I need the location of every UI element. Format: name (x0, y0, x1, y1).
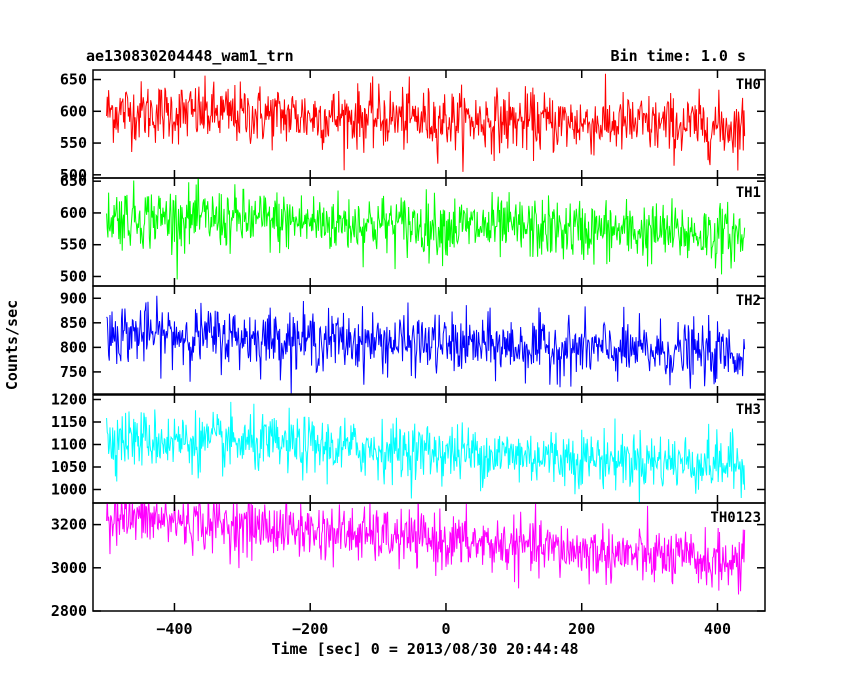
y-tick-label: 3000 (51, 559, 87, 577)
y-tick-label: 800 (60, 338, 87, 356)
y-tick-label: 1100 (51, 436, 87, 454)
x-axis-label: Time [sec] 0 = 2013/08/30 20:44:48 (271, 640, 578, 658)
chart-title: ae130830204448_wam1_trn (86, 47, 294, 65)
y-tick-label: 850 (60, 314, 87, 332)
y-tick-label: 650 (60, 71, 87, 89)
x-tick-label: 400 (704, 620, 731, 638)
panel-th2: 750 800 850 900 TH2 (60, 285, 766, 395)
x-tick-label: −200 (292, 620, 328, 638)
x-axis: −400 −200 0 200 400 (156, 620, 731, 638)
series-line-th1 (106, 178, 746, 280)
panel-th0123: 2800 3000 3200 TH0123 (51, 502, 766, 620)
y-tick-label: 1200 (51, 391, 87, 409)
y-tick-label: 900 (60, 289, 87, 307)
series-line-th0 (106, 73, 746, 172)
panel-th1: 500 550 600 650 TH1 (60, 172, 766, 287)
y-tick-label: 1150 (51, 413, 87, 431)
panel-frame (92, 285, 766, 395)
y-tick-label: 550 (60, 134, 87, 152)
y-tick-label: 600 (60, 204, 87, 222)
y-tick-label: 550 (60, 236, 87, 254)
panel-th3: 1000 1050 1100 1150 1200 TH3 (51, 391, 766, 504)
series-line-th2 (106, 295, 746, 394)
y-tick-label: 500 (60, 267, 87, 285)
x-tick-label: 200 (568, 620, 595, 638)
y-tick-label: 600 (60, 102, 87, 120)
x-tick-label: 0 (441, 620, 450, 638)
y-tick-label: 500 (60, 166, 87, 184)
series-line-th3 (106, 401, 746, 503)
panel-frame (92, 502, 766, 612)
y-tick-label: 1050 (51, 458, 87, 476)
y-tick-label: 750 (60, 363, 87, 381)
chart-subtitle: Bin time: 1.0 s (611, 47, 746, 65)
panels-group: 500 550 600 650 TH0 500 550 600 650 TH1 750 800 850 9… (51, 69, 766, 620)
panel-label-th3: TH3 (736, 402, 761, 418)
panel-label-th0: TH0 (736, 77, 761, 93)
panel-label-th0123: TH0123 (710, 510, 761, 526)
x-tick-label: −400 (156, 620, 192, 638)
panel-label-th2: TH2 (736, 293, 761, 309)
y-tick-label: 650 (60, 172, 87, 190)
y-tick-label: 2800 (51, 602, 87, 620)
y-axis-label: Counts/sec (3, 300, 21, 390)
y-tick-label: 1000 (51, 481, 87, 499)
panel-label-th1: TH1 (736, 185, 761, 201)
y-tick-label: 3200 (51, 516, 87, 534)
panel-th0: 500 550 600 650 TH0 (60, 69, 766, 184)
series-line-th0123 (106, 503, 746, 595)
